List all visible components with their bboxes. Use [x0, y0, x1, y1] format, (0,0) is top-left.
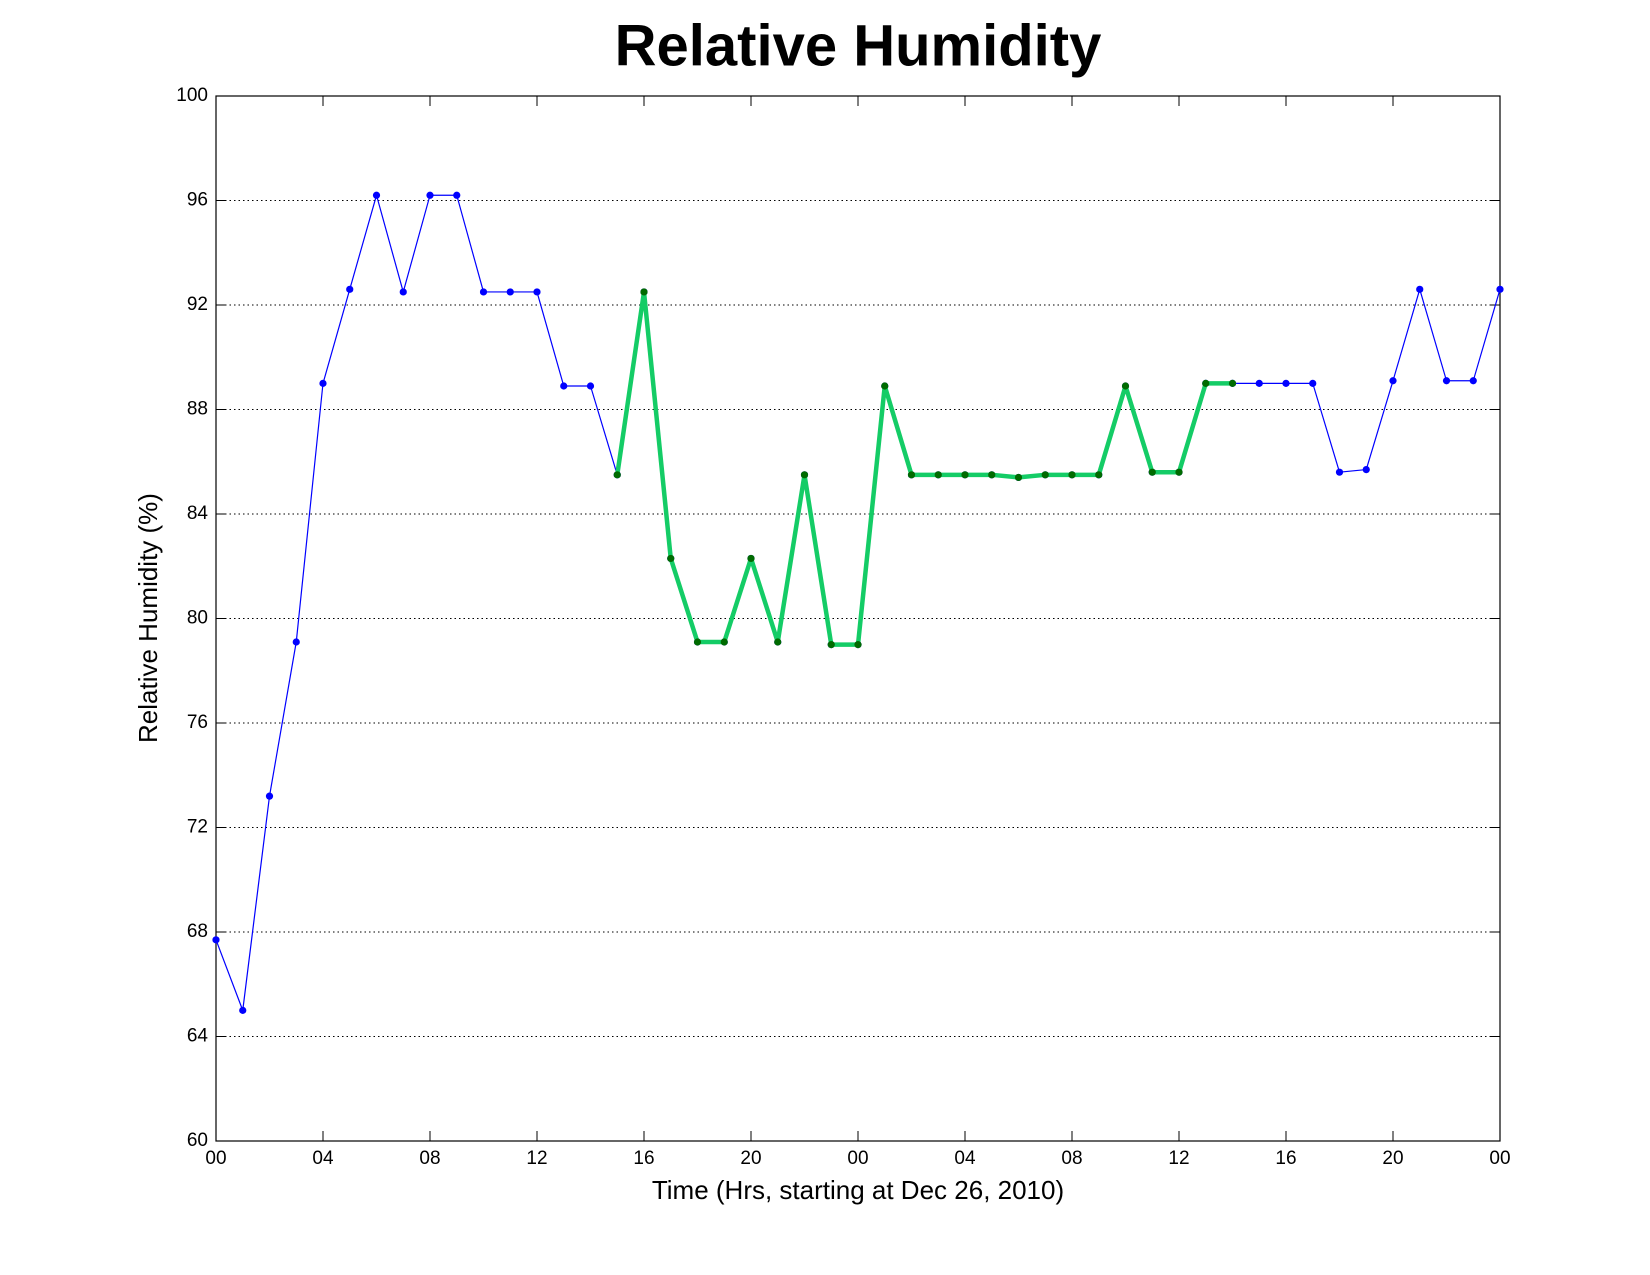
point	[346, 285, 354, 293]
line	[215, 194, 1501, 1011]
point	[1175, 468, 1183, 476]
point	[1362, 465, 1370, 474]
y-axis-label: Relative Humidity (%)	[133, 493, 163, 743]
point	[774, 638, 782, 646]
point	[560, 382, 568, 390]
y-tick-label: 68	[187, 921, 208, 942]
x-tick-label: 16	[633, 1148, 654, 1169]
point	[319, 379, 327, 387]
x-axis-label: Time (Hrs, starting at Dec 26, 2010)	[652, 1175, 1064, 1205]
point	[1202, 379, 1210, 387]
x-tick-label: 16	[1275, 1148, 1296, 1169]
point	[988, 471, 996, 479]
point	[1309, 379, 1317, 387]
y-tick-label: 64	[187, 1026, 209, 1047]
x-tick-label: 20	[1382, 1148, 1403, 1169]
x-tick-label: 00	[205, 1148, 226, 1169]
point	[1014, 473, 1023, 482]
point	[827, 641, 835, 649]
point	[1442, 377, 1451, 385]
point	[747, 554, 755, 563]
x-tick-label: 20	[740, 1148, 761, 1169]
x-tick-label: 08	[1061, 1148, 1082, 1169]
point	[1121, 382, 1130, 390]
point	[1335, 468, 1344, 476]
point	[372, 191, 381, 199]
point	[1041, 471, 1049, 479]
line	[615, 289, 1233, 647]
point	[426, 191, 434, 199]
point	[506, 288, 514, 296]
y-tick-label: 80	[187, 608, 208, 629]
point	[667, 554, 675, 563]
point	[854, 641, 862, 649]
y-tick-label: 92	[187, 294, 208, 315]
point	[1068, 471, 1076, 479]
y-tick-label: 96	[187, 190, 208, 211]
point	[265, 792, 274, 800]
point	[1496, 285, 1504, 293]
plot-frame	[215, 95, 1501, 1142]
point	[613, 471, 621, 479]
x-tick-label: 08	[419, 1148, 440, 1169]
point	[479, 288, 488, 296]
x-tick-label: 12	[1168, 1148, 1189, 1169]
y-tick-label: 100	[176, 85, 208, 106]
point	[1282, 379, 1290, 387]
x-tick-label: 04	[954, 1148, 976, 1169]
point	[640, 288, 648, 296]
point	[881, 382, 889, 390]
y-tick-label: 72	[187, 817, 208, 838]
point	[720, 638, 728, 646]
y-tick-label: 76	[187, 712, 208, 733]
point	[1416, 285, 1424, 293]
point	[239, 1006, 247, 1014]
x-tick-label: 00	[847, 1148, 868, 1169]
point	[961, 471, 969, 479]
point	[1389, 377, 1397, 385]
point	[1469, 377, 1477, 385]
point	[693, 638, 702, 646]
point	[399, 288, 407, 296]
point	[533, 288, 541, 296]
x-tick-label: 00	[1489, 1148, 1510, 1169]
point	[800, 471, 809, 479]
point	[292, 638, 300, 646]
point	[1228, 379, 1237, 387]
point	[212, 936, 220, 944]
point	[934, 471, 942, 479]
point	[586, 382, 595, 390]
chart-title: Relative Humidity	[615, 13, 1102, 78]
point	[1255, 379, 1263, 387]
x-tick-label: 12	[526, 1148, 547, 1169]
point	[453, 191, 461, 199]
point	[1148, 468, 1156, 476]
y-tick-label: 60	[187, 1130, 208, 1151]
x-tick-label: 04	[312, 1148, 334, 1169]
point	[1095, 471, 1103, 479]
y-tick-label: 84	[187, 503, 209, 524]
y-tick-label: 88	[187, 399, 208, 420]
point	[907, 471, 916, 479]
